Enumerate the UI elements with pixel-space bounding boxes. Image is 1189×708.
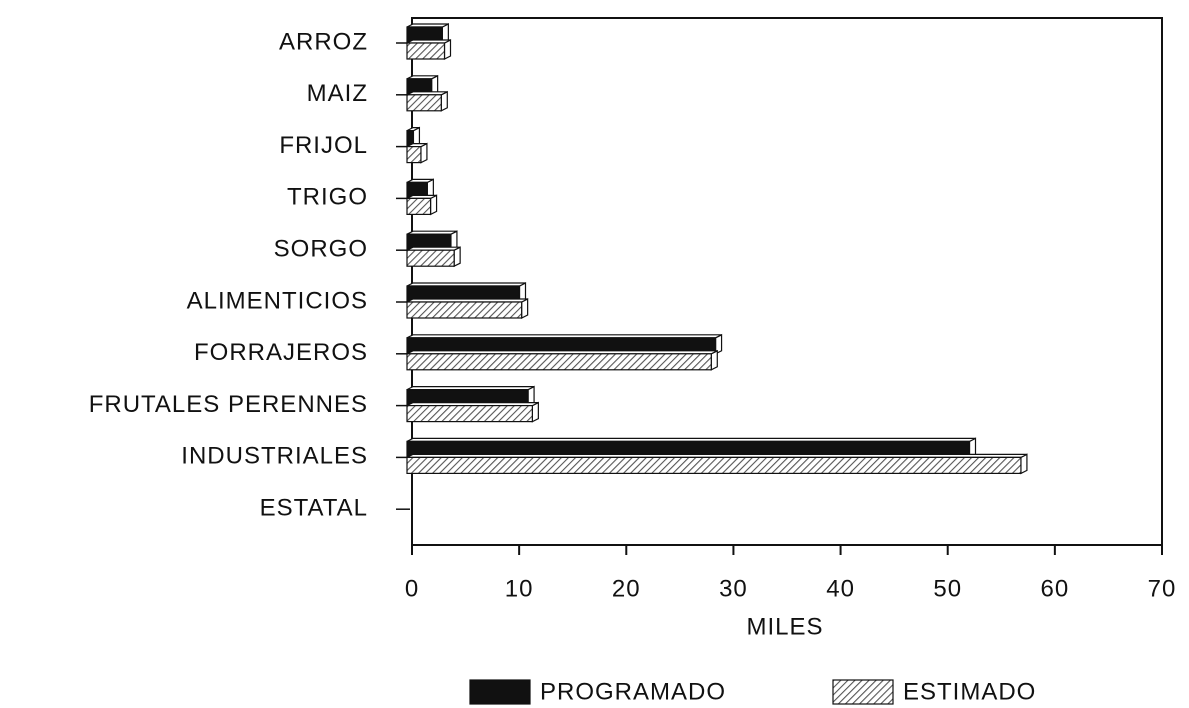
x-tick-label: 30 bbox=[719, 575, 748, 602]
y-tick-label: INDUSTRIALES bbox=[181, 443, 368, 470]
x-tick-label: 0 bbox=[405, 575, 419, 602]
x-tick-label: 20 bbox=[612, 575, 641, 602]
y-tick-label: MAIZ bbox=[307, 80, 368, 107]
x-tick-label: 50 bbox=[933, 575, 962, 602]
legend-label: ESTIMADO bbox=[903, 678, 1036, 705]
y-tick-label: TRIGO bbox=[287, 184, 368, 211]
x-tick-label: 10 bbox=[505, 575, 534, 602]
y-tick-label: FORRAJEROS bbox=[194, 339, 368, 366]
y-tick-label: FRIJOL bbox=[279, 132, 368, 159]
y-tick-label: ESTATAL bbox=[260, 495, 368, 522]
y-tick-label: ARROZ bbox=[279, 28, 368, 55]
bar bbox=[406, 456, 1022, 474]
bar bbox=[406, 42, 446, 60]
x-tick-label: 40 bbox=[826, 575, 855, 602]
bar bbox=[406, 301, 523, 319]
y-tick-label: ALIMENTICIOS bbox=[187, 287, 368, 314]
bar bbox=[406, 197, 432, 215]
y-tick-label: FRUTALES PERENNES bbox=[89, 391, 368, 418]
bar bbox=[406, 405, 533, 423]
x-tick-label: 60 bbox=[1041, 575, 1070, 602]
bar bbox=[406, 249, 455, 267]
bar bbox=[406, 94, 442, 112]
bar bbox=[406, 146, 422, 164]
x-axis-title: MILES bbox=[746, 613, 823, 640]
legend-swatch bbox=[832, 679, 894, 705]
y-tick-label: SORGO bbox=[274, 236, 368, 263]
x-tick-label: 70 bbox=[1148, 575, 1177, 602]
legend-swatch bbox=[469, 679, 531, 705]
bar bbox=[406, 353, 712, 371]
legend-label: PROGRAMADO bbox=[540, 678, 726, 705]
